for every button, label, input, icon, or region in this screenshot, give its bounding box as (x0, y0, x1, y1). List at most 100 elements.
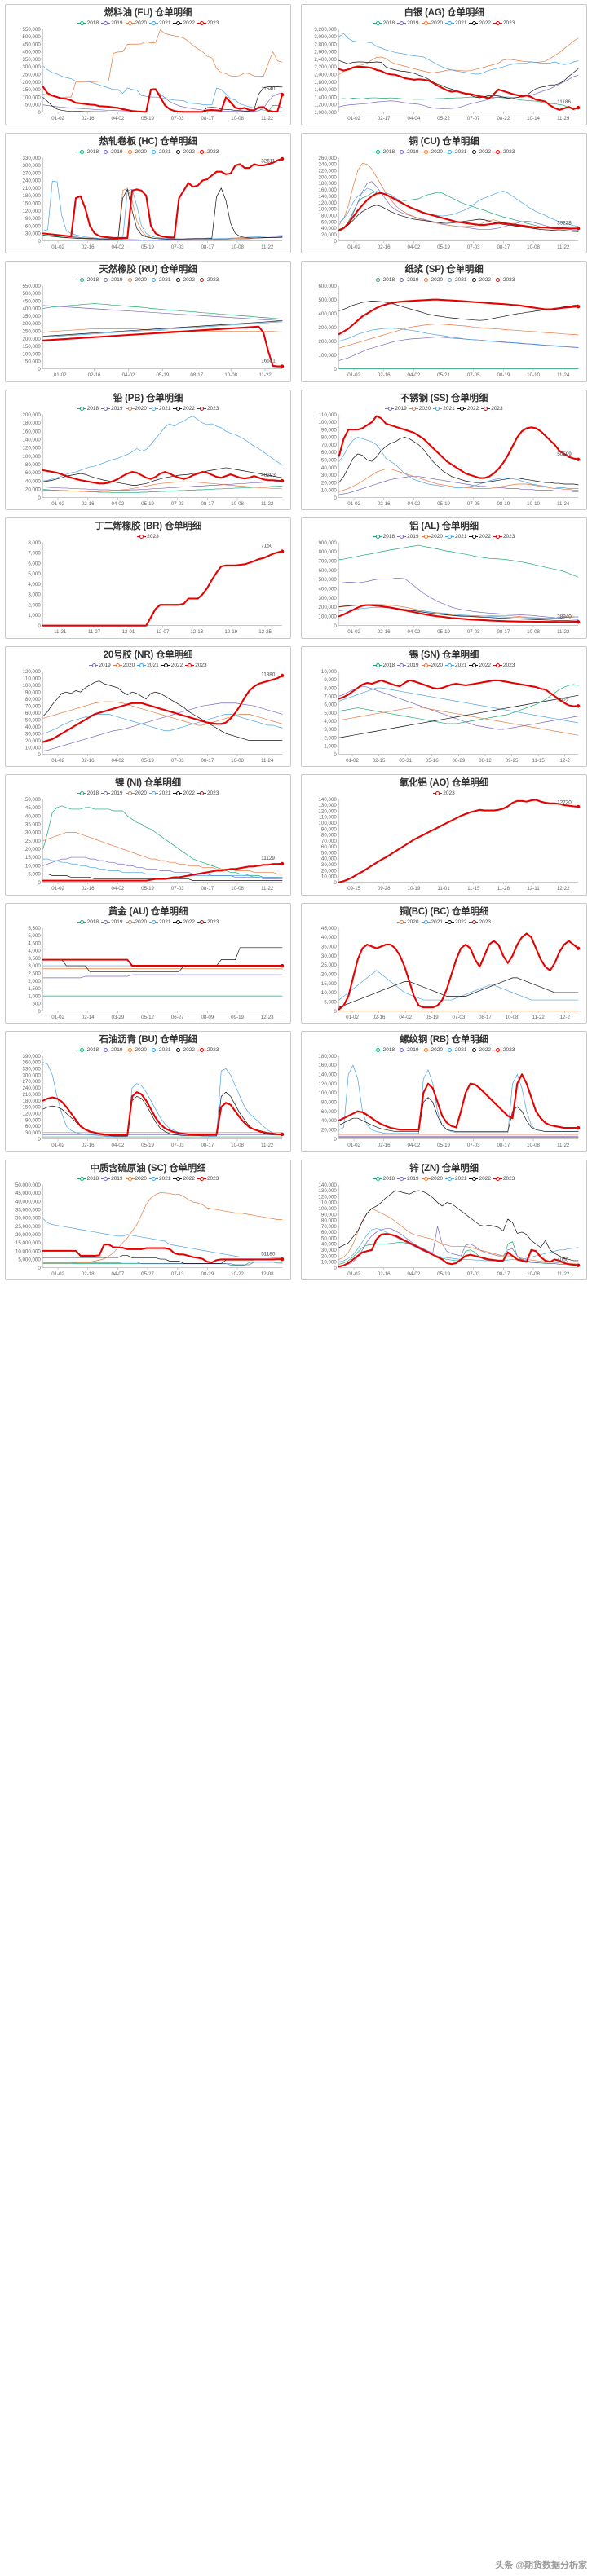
svg-text:130,000: 130,000 (319, 803, 338, 808)
svg-text:05-19: 05-19 (141, 1143, 154, 1148)
svg-text:07-03: 07-03 (467, 1143, 480, 1148)
chart-title-bc: 铜(BC) (BC) 仓单明细 (399, 906, 489, 917)
svg-text:10-08: 10-08 (231, 116, 244, 121)
svg-text:40,000: 40,000 (25, 478, 41, 484)
svg-text:01-02: 01-02 (51, 758, 64, 764)
svg-text:8,000: 8,000 (324, 685, 337, 691)
svg-text:1,600,000: 1,600,000 (314, 87, 337, 93)
svg-text:20,000: 20,000 (321, 868, 337, 874)
svg-text:08-12: 08-12 (479, 758, 492, 764)
svg-text:450,000: 450,000 (23, 298, 42, 304)
svg-text:07-13: 07-13 (171, 1271, 184, 1277)
chart-title-al: 铝 (AL) 仓单明细 (409, 522, 479, 531)
svg-text:07-03: 07-03 (171, 1143, 184, 1148)
svg-text:240,000: 240,000 (23, 178, 42, 183)
svg-text:2,200,000: 2,200,000 (314, 64, 337, 70)
svg-text:160,000: 160,000 (23, 429, 42, 434)
svg-text:07-03: 07-03 (467, 629, 480, 635)
chart-cell-ni: 镍 (NI) 仓单明细 2018 2019 2020 2021 2022 2023 0 5,00… (0, 770, 296, 899)
svg-text:04-02: 04-02 (399, 1015, 412, 1020)
svg-text:30,000: 30,000 (25, 731, 41, 737)
svg-text:5,000: 5,000 (324, 999, 337, 1005)
svg-text:130,000: 130,000 (319, 1188, 338, 1194)
svg-text:01-02: 01-02 (51, 244, 64, 250)
chart-title-nr: 20号胶 (NR) 仓单明细 (103, 650, 193, 660)
svg-text:0: 0 (38, 367, 41, 372)
svg-text:02-16: 02-16 (378, 1143, 391, 1148)
svg-text:3,000: 3,000 (28, 963, 41, 969)
svg-text:250,000: 250,000 (23, 328, 42, 334)
svg-text:3,000,000: 3,000,000 (314, 34, 337, 40)
svg-text:03-31: 03-31 (399, 758, 412, 764)
svg-text:200,000: 200,000 (23, 80, 42, 86)
svg-text:2,000: 2,000 (28, 978, 41, 984)
svg-text:11-28: 11-28 (497, 886, 510, 892)
svg-text:550,000: 550,000 (23, 27, 42, 33)
svg-text:100,000: 100,000 (319, 1206, 338, 1212)
chart-panel-br[interactable]: 丁二烯橡胶 (BR) 仓单明细 2023 0 1,000 2,000 3,000 4,000… (5, 517, 291, 639)
chart-panel-au[interactable]: 黄金 (AU) 仓单明细 2018 2019 2020 2021 2022 2023 0 500… (5, 902, 291, 1024)
chart-panel-hc[interactable]: 热轧卷板 (HC) 仓单明细 2018 2019 2020 2021 2022 2023 0 3… (5, 132, 291, 253)
chart-panel-bu[interactable]: 石油沥青 (BU) 仓单明细 2018 2019 2020 2021 2022 2023 0 3… (5, 1031, 291, 1152)
svg-text:800,000: 800,000 (319, 549, 338, 555)
svg-text:10-14: 10-14 (527, 116, 540, 121)
chart-panel-ni[interactable]: 镍 (NI) 仓单明细 2018 2019 2020 2021 2022 2023 0 5,00… (5, 774, 291, 896)
chart-title-cu: 铜 (CU) 仓单明细 (409, 136, 479, 147)
chart-panel-ag[interactable]: 白银 (AG) 仓单明细 2018 2019 2020 2021 2022 2023 1,00… (301, 4, 587, 125)
chart-plot-sp: 0 100,000 200,000 300,000 400,000 500,000 600,… (302, 262, 586, 381)
svg-text:0: 0 (334, 367, 337, 372)
svg-text:120,000: 120,000 (23, 1111, 42, 1116)
chart-panel-rb[interactable]: 螺纹钢 (RB) 仓单明细 2018 2019 2020 2021 2022 2023 0 20… (301, 1031, 587, 1152)
svg-text:180,000: 180,000 (23, 1099, 42, 1104)
svg-text:01-02: 01-02 (54, 372, 67, 378)
chart-end-value-label: 4050 (557, 1257, 569, 1262)
svg-text:210,000: 210,000 (23, 1092, 42, 1098)
svg-text:01-02: 01-02 (347, 372, 360, 378)
chart-panel-ao[interactable]: 氧化铝 (AO) 仓单明细 2023 0 10,000 20,000 30,000 40,0… (301, 774, 587, 896)
svg-text:20,000: 20,000 (321, 480, 337, 486)
svg-text:07-03: 07-03 (171, 244, 184, 250)
chart-panel-cu[interactable]: 铜 (CU) 仓单明细 2018 2019 2020 2021 2022 2023 0 20,0… (301, 132, 587, 253)
svg-text:200,000: 200,000 (319, 174, 338, 180)
svg-text:12-2: 12-2 (560, 1015, 571, 1020)
svg-text:0: 0 (334, 623, 337, 629)
chart-panel-zn[interactable]: 锌 (ZN) 仓单明细 2018 2019 2020 2021 2022 2023 0 10,0… (301, 1159, 587, 1280)
svg-text:400,000: 400,000 (23, 50, 42, 55)
svg-text:05-27: 05-27 (141, 1271, 154, 1277)
svg-text:11-22: 11-22 (261, 244, 274, 250)
svg-text:02-15: 02-15 (373, 758, 386, 764)
svg-text:300,000: 300,000 (23, 64, 42, 70)
chart-panel-fu[interactable]: 燃料油 (FU) 仓单明细 2018 2019 2020 2021 2022 2023 0 50… (5, 4, 291, 125)
svg-text:140,000: 140,000 (319, 193, 338, 199)
chart-panel-al[interactable]: 铝 (AL) 仓单明细 2018 2019 2020 2021 2022 2023 0 100,… (301, 517, 587, 639)
svg-text:40,000: 40,000 (25, 724, 41, 729)
svg-text:04-02: 04-02 (408, 1271, 421, 1277)
svg-text:80,000: 80,000 (321, 833, 337, 839)
chart-panel-ss[interactable]: 不锈钢 (SS) 仓单明细 2019 2020 2021 2022 2023 0 10,000… (301, 389, 587, 510)
svg-text:10,000,000: 10,000,000 (15, 1248, 41, 1254)
svg-text:400,000: 400,000 (23, 306, 42, 312)
chart-plot-ag: 1,000,000 1,200,000 1,400,000 1,600,000 1,80… (302, 5, 586, 125)
chart-panel-bc[interactable]: 铜(BC) (BC) 仓单明细 2020 2021 2022 2023 0 5,000 10,… (301, 902, 587, 1024)
svg-text:01-02: 01-02 (51, 1015, 64, 1020)
svg-text:01-02: 01-02 (347, 629, 360, 635)
chart-end-value-label: 50599 (557, 451, 572, 456)
svg-text:25,000: 25,000 (321, 962, 337, 968)
chart-plot-rb: 0 20,000 40,000 60,000 80,000 100,000 120,000 1… (302, 1032, 586, 1151)
chart-panel-sp[interactable]: 纸浆 (SP) 仓单明细 2018 2019 2020 2021 2022 2023 0 100… (301, 261, 587, 382)
svg-text:01-02: 01-02 (51, 1143, 64, 1148)
chart-panel-ru[interactable]: 天然橡胶 (RU) 仓单明细 2018 2019 2020 2021 2022 2023 0 5… (5, 261, 291, 382)
chart-plot-bu: 0 30,000 60,000 90,000 120,000 150,000 180,000… (6, 1032, 290, 1151)
chart-panel-nr[interactable]: 20号胶 (NR) 仓单明细 2019 2020 2021 2022 2023 0 10,00… (5, 645, 291, 767)
chart-panel-pb[interactable]: 铅 (PB) 仓单明细 2018 2019 2020 2021 2022 2023 0 20,0… (5, 389, 291, 510)
svg-text:11-01: 11-01 (437, 886, 450, 892)
chart-end-value-label: 7150 (261, 544, 273, 549)
svg-text:10,000: 10,000 (321, 487, 337, 493)
chart-panel-sn[interactable]: 锡 (SN) 仓单明细 2018 2019 2020 2021 2022 2023 0 1,00… (301, 645, 587, 767)
svg-text:5,000: 5,000 (28, 872, 41, 878)
svg-text:10-10: 10-10 (527, 501, 540, 507)
svg-text:150,000: 150,000 (23, 87, 42, 93)
svg-text:07-03: 07-03 (453, 1015, 466, 1020)
chart-panel-sc[interactable]: 中质含硫原油 (SC) 仓单明细 2018 2019 2020 2021 2022 2023… (5, 1159, 291, 1280)
svg-text:80,000: 80,000 (25, 462, 41, 468)
